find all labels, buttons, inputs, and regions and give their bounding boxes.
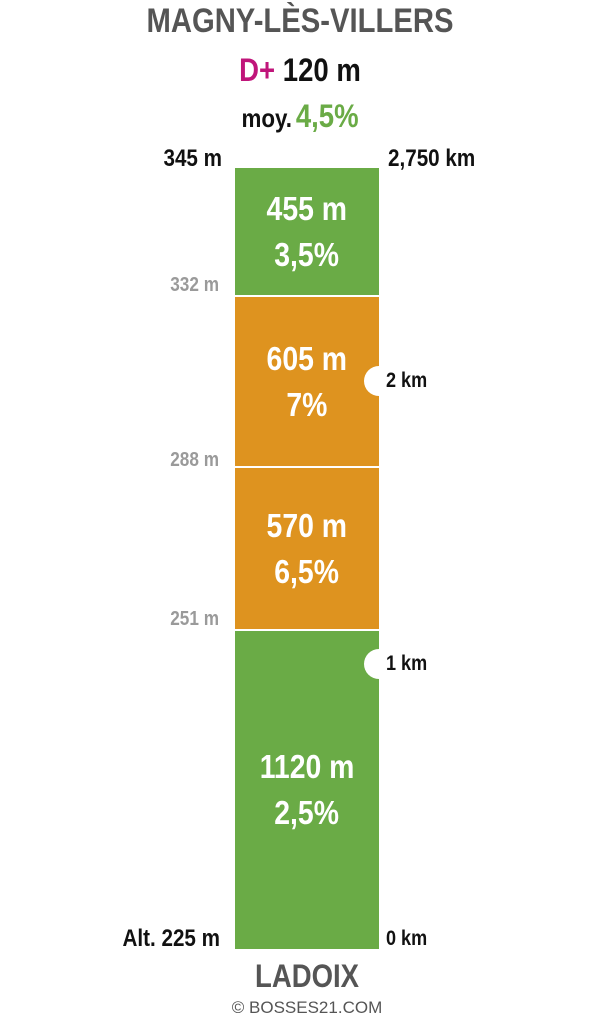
segment-divider bbox=[235, 295, 379, 297]
segment-2-grade: 7% bbox=[286, 385, 328, 423]
start-location: LADOIX bbox=[255, 958, 359, 994]
segment-1-length: 455 m bbox=[266, 190, 348, 227]
distance-label-0km: 0 km bbox=[386, 927, 428, 950]
segment-4: 1120 m 2,5% bbox=[235, 631, 379, 949]
segment-divider bbox=[235, 629, 379, 631]
distance-total: 2,750 km bbox=[388, 145, 476, 172]
segment-1-grade: 3,5% bbox=[274, 236, 340, 273]
segment-3-length: 570 m bbox=[266, 506, 348, 544]
altitude-top: 345 m bbox=[163, 145, 222, 172]
climb-title: MAGNY-LÈS-VILLERS bbox=[146, 2, 454, 40]
altitude-label: 288 m bbox=[170, 449, 219, 471]
segment-4-length: 1120 m bbox=[259, 748, 355, 785]
km-marker-icon bbox=[364, 366, 394, 396]
segment-3-grade: 6,5% bbox=[274, 552, 340, 590]
km-marker-icon bbox=[364, 649, 394, 679]
dplus-value: 120 m bbox=[282, 52, 361, 88]
dplus-label: D+ bbox=[239, 52, 276, 88]
segment-3: 570 m 6,5% bbox=[235, 468, 379, 629]
average-gradient: moy. 4,5% bbox=[42, 98, 558, 135]
segment-4-grade: 2,5% bbox=[274, 794, 340, 831]
altitude-label: 332 m bbox=[170, 274, 219, 296]
climb-profile-bar: 455 m 3,5% 605 m 7% 570 m 6,5% 1120 m 2,… bbox=[235, 168, 379, 949]
segment-2-length: 605 m bbox=[266, 339, 348, 377]
segment-2: 605 m 7% bbox=[235, 297, 379, 466]
avg-value: 4,5% bbox=[295, 98, 359, 134]
segment-1: 455 m 3,5% bbox=[235, 168, 379, 296]
avg-label: moy. bbox=[241, 103, 292, 133]
segment-divider bbox=[235, 466, 379, 468]
altitude-label: 251 m bbox=[170, 608, 219, 630]
distance-label-1km: 1 km bbox=[386, 652, 428, 675]
credit: © BOSSES21.COM bbox=[231, 998, 383, 1017]
altitude-bottom: Alt. 225 m bbox=[122, 925, 220, 952]
elevation-gain: D+ 120 m bbox=[42, 52, 558, 89]
distance-label-2km: 2 km bbox=[386, 369, 428, 392]
